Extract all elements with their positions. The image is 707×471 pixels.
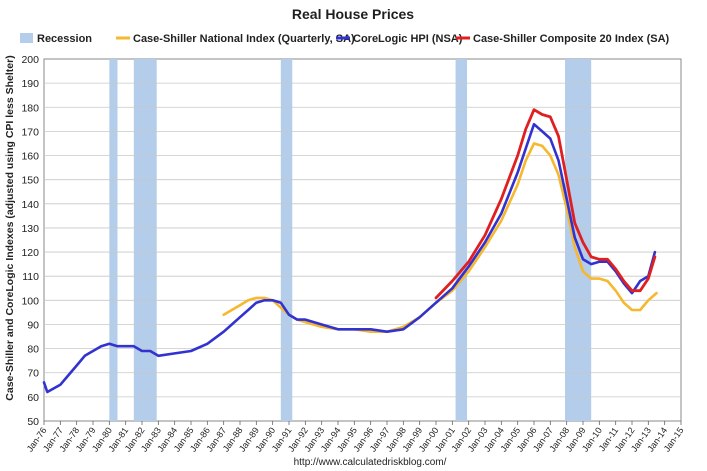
legend-item-1: Recession bbox=[20, 33, 92, 45]
gridlines bbox=[44, 82, 681, 398]
y-tick-label: 170 bbox=[21, 126, 39, 138]
y-tick-label: 80 bbox=[27, 344, 39, 356]
series-lines bbox=[42, 108, 658, 394]
y-tick-label: 130 bbox=[21, 223, 39, 235]
legend-item-3: CoreLogic HPI (NSA) bbox=[336, 33, 463, 45]
recession-band-1 bbox=[109, 59, 118, 421]
legend-label: Case-Shiller Composite 20 Index (SA) bbox=[473, 33, 670, 45]
y-tick-label: 100 bbox=[21, 295, 39, 307]
recession-band-2 bbox=[133, 59, 157, 421]
x-axis-ticks: Jan-76Jan-77Jan-78Jan-79Jan-80Jan-81Jan-… bbox=[25, 421, 686, 454]
y-axis-ticks: 50 60 70 80 90 100 110 120 130 140 150 160 170 180 190… bbox=[21, 54, 39, 428]
y-tick-label: 60 bbox=[27, 392, 39, 404]
y-axis-label: Case-Shiller and CoreLogic Indexes (adju… bbox=[4, 55, 16, 400]
y-tick-label: 50 bbox=[27, 416, 39, 428]
y-tick-label: 190 bbox=[21, 78, 39, 90]
y-tick-label: 140 bbox=[21, 199, 39, 211]
legend-item-4: Case-Shiller Composite 20 Index (SA) bbox=[456, 33, 670, 45]
chart-title: Real House Prices bbox=[292, 6, 414, 22]
legend-label: CoreLogic HPI (NSA) bbox=[353, 33, 463, 45]
series-line-2 bbox=[42, 122, 657, 394]
legend-swatch bbox=[20, 33, 33, 43]
recession-band-4 bbox=[455, 59, 468, 421]
series-line-1 bbox=[222, 142, 658, 334]
legend: Recession Case-Shiller National Index (Qu… bbox=[20, 33, 670, 45]
recession-band-3 bbox=[280, 59, 293, 421]
y-tick-label: 200 bbox=[21, 54, 39, 66]
y-tick-label: 150 bbox=[21, 175, 39, 187]
y-tick-label: 180 bbox=[21, 102, 39, 114]
source-url: http://www.calculatedriskblog.com/ bbox=[294, 457, 447, 468]
recession-bands bbox=[109, 59, 592, 421]
legend-item-2: Case-Shiller National Index (Quarterly, … bbox=[116, 33, 355, 45]
y-tick-label: 90 bbox=[27, 319, 39, 331]
y-tick-label: 110 bbox=[22, 271, 39, 283]
y-tick-label: 70 bbox=[27, 368, 39, 380]
series-line-3 bbox=[434, 108, 657, 300]
legend-label: Case-Shiller National Index (Quarterly, … bbox=[133, 33, 355, 45]
recession-band-5 bbox=[565, 59, 592, 421]
legend-label: Recession bbox=[37, 33, 92, 45]
y-tick-label: 120 bbox=[21, 247, 39, 259]
y-tick-label: 160 bbox=[21, 151, 39, 163]
